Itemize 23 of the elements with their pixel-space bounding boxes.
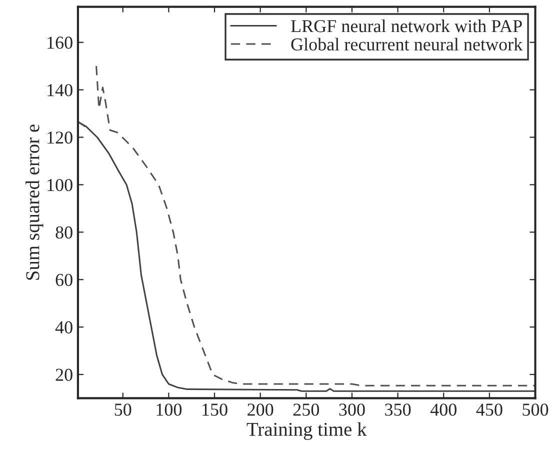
y-tick-label: 120 <box>48 132 72 144</box>
y-tick-label: 140 <box>48 84 72 96</box>
y-tick-label: 100 <box>48 178 72 192</box>
y-tick-label: 60 <box>56 274 72 286</box>
x-tick-label: 150 <box>202 404 228 416</box>
x-axis-title: Training time k <box>246 422 367 440</box>
x-tick-label: 200 <box>248 404 274 416</box>
legend-label: LRGF neural network with PAP <box>291 20 522 32</box>
x-tick-label: 350 <box>385 404 411 416</box>
x-tick-label: 500 <box>522 404 548 416</box>
y-axis-title: Sum squared error e <box>26 124 44 280</box>
x-tick-label: 100 <box>156 404 182 416</box>
legend-label: Global recurrent neural network <box>291 38 523 51</box>
y-tick-label: 80 <box>56 226 72 239</box>
x-tick-label: 400 <box>430 404 456 416</box>
line-series <box>78 121 536 392</box>
x-tick-label: 250 <box>293 404 320 416</box>
x-tick-label: 450 <box>476 404 502 416</box>
y-tick-label: 160 <box>48 36 72 49</box>
x-tick-label: 300 <box>339 404 365 416</box>
y-tick-label: 40 <box>55 321 72 334</box>
y-tick-label: 20 <box>56 368 72 381</box>
x-tick-label: 50 <box>114 404 132 416</box>
